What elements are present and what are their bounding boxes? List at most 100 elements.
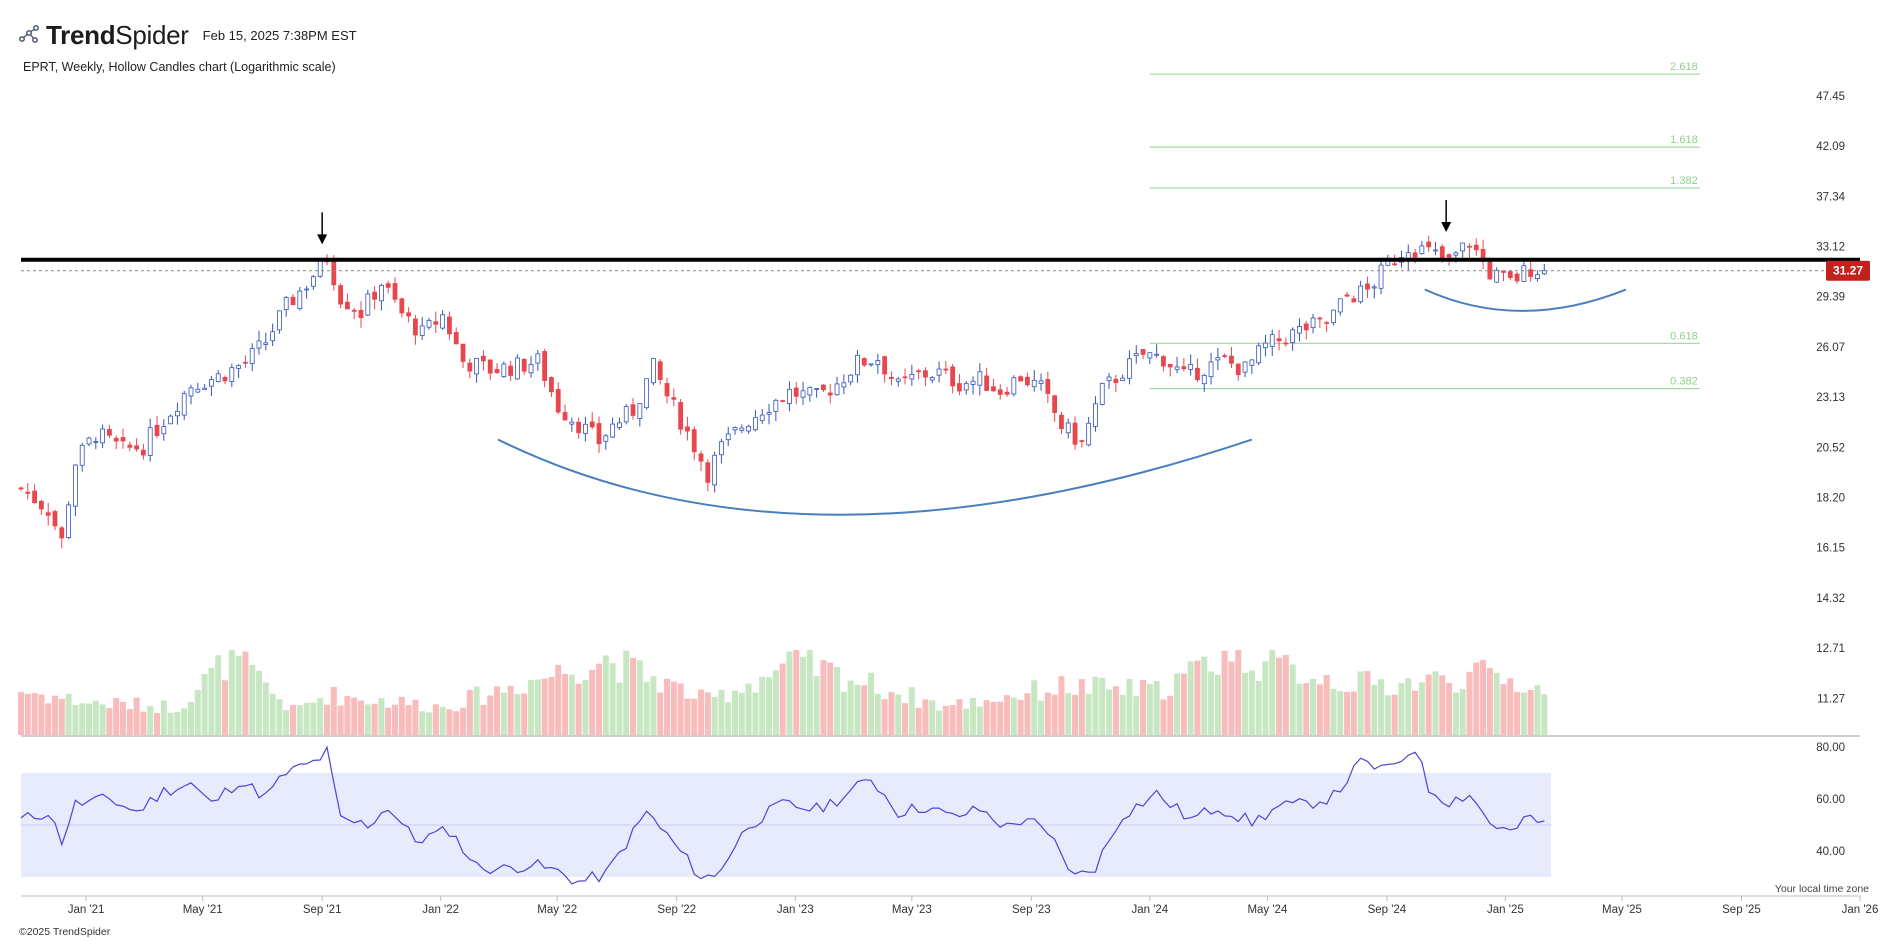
- copyright-notice: ©2025 TrendSpider: [19, 926, 111, 938]
- volume-bar: [181, 708, 188, 735]
- candle-body: [630, 404, 636, 416]
- candle-body: [1446, 254, 1452, 258]
- candle-body: [766, 412, 772, 415]
- candle-body: [984, 375, 990, 391]
- candle-body: [678, 402, 684, 430]
- volume-bar: [1405, 678, 1412, 735]
- volume-bar: [568, 674, 575, 735]
- volume-bar: [147, 705, 154, 735]
- candle-body: [1086, 422, 1092, 446]
- volume-bar: [500, 692, 507, 735]
- time-tick-label: Jan '25: [1487, 904, 1524, 916]
- volume-bar: [24, 693, 31, 735]
- candle-body: [1188, 363, 1194, 370]
- rsi-tick-label: 60.00: [1816, 794, 1845, 806]
- candle-body: [1351, 298, 1357, 303]
- candle-body: [712, 454, 718, 486]
- candle-body: [889, 376, 894, 379]
- volume-bar: [1160, 699, 1167, 735]
- chart-header: TrendSpider Feb 15, 2025 7:38PM EST: [18, 20, 357, 50]
- candle-body: [902, 376, 908, 379]
- brand-logo[interactable]: TrendSpider: [18, 20, 189, 51]
- volume-bar: [1473, 662, 1480, 735]
- volume-bar: [983, 700, 990, 735]
- volume-bar: [154, 713, 161, 735]
- volume-bar: [1235, 650, 1242, 735]
- candle-body: [1059, 414, 1064, 430]
- volume-bar: [1153, 681, 1160, 735]
- down-arrow-marker: [1441, 199, 1452, 232]
- cup-arc: [497, 438, 1253, 516]
- time-tick-label: Sep '22: [657, 904, 696, 916]
- volume-bar: [636, 660, 643, 735]
- volume-bar: [1303, 682, 1310, 735]
- volume-bar: [65, 693, 72, 735]
- volume-bar: [534, 679, 541, 735]
- candle-body: [406, 312, 412, 317]
- candle-body: [800, 390, 806, 398]
- candle-body: [1011, 377, 1017, 395]
- candle-body: [1467, 245, 1472, 248]
- candle-body: [542, 351, 548, 381]
- candle-body: [1065, 422, 1071, 434]
- volume-bar: [1140, 679, 1147, 735]
- candle-body: [610, 423, 616, 438]
- volume-bar: [1112, 686, 1119, 735]
- candle-body: [188, 387, 194, 397]
- down-arrow-marker: [317, 212, 328, 245]
- volume-bar: [1371, 684, 1378, 735]
- volume-bar: [861, 685, 868, 735]
- brand-name-bold: Trend: [46, 19, 116, 50]
- volume-bar: [1296, 683, 1303, 735]
- volume-bar: [738, 692, 745, 735]
- candle-body: [916, 370, 922, 373]
- candle-body: [1093, 403, 1098, 427]
- price-tick-label: 18.20: [1816, 493, 1845, 505]
- candle-body: [1365, 283, 1370, 290]
- candle-body: [1004, 391, 1010, 395]
- last-price-badge: 31.27: [1826, 260, 1870, 281]
- candle-body: [399, 298, 405, 314]
- volume-bar: [670, 681, 677, 735]
- volume-bar: [942, 705, 949, 735]
- volume-bar: [72, 705, 79, 735]
- volume-bar: [1357, 671, 1364, 735]
- volume-bar: [79, 703, 86, 735]
- candle-body: [1514, 273, 1520, 282]
- volume-bar: [1282, 655, 1289, 735]
- volume-bar: [1459, 688, 1466, 735]
- candle-body: [277, 310, 282, 331]
- candle-body: [1133, 353, 1139, 356]
- price-axis: 47.45 42.09 37.34 33.12 29.39 26.07 23.13 20.52…: [1816, 91, 1845, 705]
- candle-body: [1052, 395, 1058, 414]
- volume-bar: [1194, 660, 1201, 735]
- volume-bar: [194, 690, 201, 735]
- volume-bar: [249, 664, 256, 735]
- volume-bar: [902, 703, 909, 735]
- candle-body: [970, 380, 976, 385]
- chart-timestamp: Feb 15, 2025 7:38PM EST: [202, 27, 357, 43]
- candle-body: [698, 453, 704, 462]
- candle-body: [1154, 353, 1160, 356]
- timezone-note: Your local time zone: [1774, 883, 1869, 895]
- candle-body: [1419, 245, 1425, 255]
- candle-body: [25, 491, 31, 494]
- candle-body: [780, 400, 786, 402]
- candle-body: [39, 500, 44, 510]
- volume-bar: [562, 673, 569, 735]
- candle-body: [1140, 349, 1146, 355]
- volume-bar: [1337, 691, 1344, 735]
- candle-body: [392, 283, 398, 300]
- candle-body: [1256, 345, 1262, 364]
- fib-level-label: 0.382: [1670, 376, 1698, 388]
- price-tick-label: 26.07: [1816, 342, 1845, 354]
- volume-bar: [1364, 671, 1371, 735]
- candle-body: [739, 427, 745, 431]
- candle-body: [1487, 259, 1493, 280]
- time-tick-label: Jan '26: [1842, 904, 1879, 916]
- volume-bar: [1072, 695, 1079, 735]
- volume-bar: [222, 680, 229, 735]
- volume-bar: [1174, 673, 1181, 735]
- candle-body: [868, 363, 874, 366]
